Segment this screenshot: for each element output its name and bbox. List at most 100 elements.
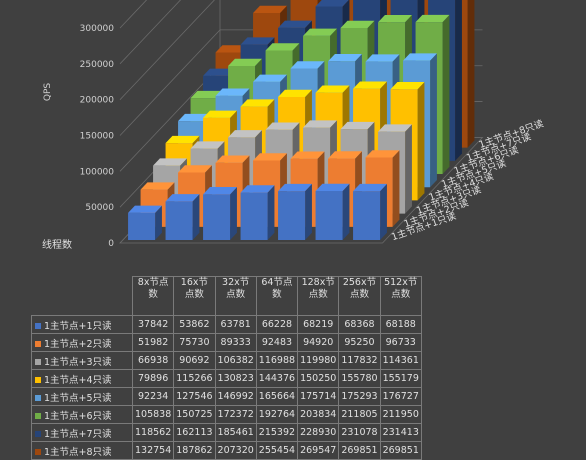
table-cell: 231413	[379, 423, 422, 442]
table-cell: 37842	[131, 315, 175, 334]
table-cell: 185461	[214, 423, 257, 442]
bar	[240, 185, 275, 241]
legend-swatch	[35, 431, 41, 437]
bar	[315, 183, 350, 241]
table-cell: 127546	[173, 387, 216, 406]
y-axis-label: QPS	[43, 83, 53, 102]
category-header: 8x节点数	[131, 276, 175, 316]
table-cell: 269851	[338, 441, 381, 460]
table-cell: 106382	[214, 351, 257, 370]
bars	[128, 0, 475, 241]
series-legend-label: 1主节点+1只读	[31, 315, 133, 334]
table-cell: 68368	[338, 315, 381, 334]
table-cell: 75730	[173, 333, 216, 352]
table-cell: 146992	[214, 387, 257, 406]
table-cell: 53862	[173, 315, 216, 334]
table-cell: 63781	[214, 315, 257, 334]
table-cell: 132754	[131, 441, 175, 460]
category-header: 512x节点数	[379, 276, 422, 316]
table-cell: 203834	[297, 405, 340, 424]
table-cell: 92483	[255, 333, 299, 352]
legend-swatch	[35, 323, 41, 329]
table-cell: 228930	[297, 423, 340, 442]
category-header: 128x节点数	[297, 276, 340, 316]
table-cell: 269547	[297, 441, 340, 460]
table-cell: 105838	[131, 405, 175, 424]
table-cell: 51982	[131, 333, 175, 352]
table-cell: 68219	[297, 315, 340, 334]
legend-swatch	[35, 413, 41, 419]
category-header: 16x节点数	[173, 276, 216, 316]
bar	[203, 187, 237, 241]
table-row: 1主节点+4只读 79896 115266 130823 144376 150250 155…	[31, 369, 422, 388]
legend-swatch	[35, 341, 41, 347]
table-cell: 155780	[338, 369, 381, 388]
gridline	[119, 0, 215, 100]
table-cell: 116988	[255, 351, 299, 370]
table-cell: 165664	[255, 387, 299, 406]
bar	[165, 194, 200, 241]
table-row: 1主节点+7只读 118562 162113 185461 215392 228930 23…	[31, 423, 422, 442]
table-cell: 114361	[379, 351, 422, 370]
series-legend-label: 1主节点+3只读	[31, 351, 133, 370]
y-tick-label: 150000	[80, 132, 115, 142]
series-legend-label: 1主节点+7只读	[31, 423, 133, 442]
table-cell: 118562	[131, 423, 175, 442]
table-row: 1主节点+1只读 37842 53862 63781 66228 68219 68368 68…	[31, 315, 422, 334]
legend-swatch	[35, 377, 41, 383]
series-legend-label: 1主节点+4只读	[31, 369, 133, 388]
table-cell: 115266	[173, 369, 216, 388]
table-cell: 90692	[173, 351, 216, 370]
table-cell: 255454	[255, 441, 299, 460]
category-header: 64节点数	[255, 276, 299, 316]
table-cell: 211950	[379, 405, 422, 424]
series-legend-label: 1主节点+6只读	[31, 405, 133, 424]
legend-swatch	[35, 449, 41, 455]
series-legend-label: 1主节点+8只读	[31, 441, 133, 460]
table-cell: 207320	[214, 441, 257, 460]
x-axis-label: 线程数	[42, 238, 72, 251]
table-row: 1主节点+6只读 105838 150725 172372 192764 203834 21…	[31, 405, 422, 424]
table-cell: 130823	[214, 369, 257, 388]
table-cell: 89333	[214, 333, 257, 352]
y-tick-label: 100000	[80, 167, 115, 177]
table-header-row: 8x节点数 16x节点数 32x节点数 64节点数 128x节点数 256x节点数 512x…	[32, 276, 422, 316]
table-cell: 95250	[338, 333, 381, 352]
series-legend-label: 1主节点+5只读	[31, 387, 133, 406]
table-cell: 119980	[297, 351, 340, 370]
y-tick-label: 250000	[80, 60, 115, 70]
table-cell: 66938	[131, 351, 175, 370]
data-table: 8x节点数 16x节点数 32x节点数 64节点数 128x节点数 256x节点数 512x…	[31, 276, 422, 460]
table-row: 1主节点+8只读 132754 187862 207320 255454 269547 26…	[31, 441, 422, 460]
table-cell: 150250	[297, 369, 340, 388]
table-cell: 211805	[338, 405, 381, 424]
y-tick-label: 0	[108, 239, 114, 249]
table-cell: 176727	[379, 387, 422, 406]
table-cell: 117832	[338, 351, 381, 370]
table-cell: 79896	[131, 369, 175, 388]
category-header: 256x节点数	[338, 276, 381, 316]
table-cell: 150725	[173, 405, 216, 424]
table-row: 1主节点+5只读 92234 127546 146992 165664 175714 175…	[31, 387, 422, 406]
series-legend-label: 1主节点+2只读	[31, 333, 133, 352]
gridline	[119, 0, 181, 65]
legend-swatch	[35, 395, 41, 401]
table-row: 1主节点+2只读 51982 75730 89333 92483 94920 95250 96…	[31, 333, 422, 352]
table-cell: 215392	[255, 423, 299, 442]
bar	[353, 183, 387, 241]
bar	[128, 205, 162, 241]
category-header: 32x节点数	[214, 276, 257, 316]
table-cell: 175293	[338, 387, 381, 406]
table-cell: 231078	[338, 423, 381, 442]
chart-root: 0 50000 100000 150000 200000 250000 300000 QPS 1…	[31, 0, 546, 460]
table-cell: 68188	[379, 315, 422, 334]
table-cell: 66228	[255, 315, 299, 334]
y-tick-label: 200000	[80, 96, 115, 106]
table-cell: 187862	[173, 441, 216, 460]
bar	[278, 183, 312, 241]
table-cell: 96733	[379, 333, 422, 352]
table-cell: 92234	[131, 387, 175, 406]
table-cell: 175714	[297, 387, 340, 406]
table-cell: 155179	[379, 369, 422, 388]
table-cell: 269851	[379, 441, 422, 460]
